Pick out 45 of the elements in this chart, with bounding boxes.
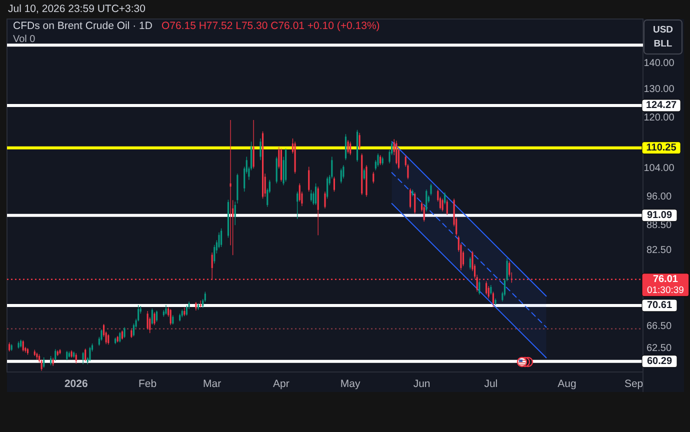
candlestick <box>200 300 202 308</box>
candlestick <box>252 120 254 168</box>
candlestick <box>59 349 61 354</box>
candlestick <box>260 138 262 160</box>
x-tick-label: Feb <box>138 378 157 390</box>
ref-line-label: 91.09 <box>646 210 672 221</box>
candlestick <box>124 327 126 338</box>
text: Jul 10, 2026 23:59 UTC+3:30 <box>8 3 146 15</box>
x-tick-label: Aug <box>558 378 576 390</box>
x-tick-label: Jun <box>413 378 430 390</box>
ref-line-label: 70.61 <box>646 300 672 311</box>
candlestick <box>324 192 326 208</box>
candlestick <box>154 312 156 326</box>
candlestick <box>494 298 496 305</box>
ref-line-label: 60.29 <box>646 356 672 367</box>
candlestick <box>430 184 432 196</box>
y-tick-label: 88.50 <box>646 220 672 232</box>
x-tick-label: May <box>340 378 362 390</box>
candlestick <box>377 154 379 167</box>
ref-line-label: 76.01 01:30:39 <box>646 274 684 296</box>
candlestick <box>442 198 444 212</box>
y-tick-label: 104.00 <box>644 162 675 174</box>
ref-line-label: 124.27 <box>646 100 678 112</box>
y-tick-label: 120.00 <box>644 112 675 124</box>
chart-subtitle: O76.15 H77.52 L75.30 C76.01 +0.10 (+0.13%) <box>161 20 380 32</box>
ref-line-label: 110.25 <box>646 142 677 154</box>
y-tick-label: 96.00 <box>646 191 672 202</box>
x-tick-label: Jul <box>484 378 498 390</box>
candlestick <box>165 305 167 315</box>
y-tick-label: 130.00 <box>644 84 675 96</box>
x-tick-label: Apr <box>273 378 290 390</box>
candlestick <box>366 165 368 197</box>
candlestick <box>70 350 72 358</box>
y-tick-label: 62.50 <box>646 343 672 354</box>
y-tick-label: 66.50 <box>646 321 672 332</box>
x-tick-label: Mar <box>203 378 222 390</box>
y-tick-label: 140.00 <box>644 58 675 69</box>
x-tick-label: Sep <box>624 378 644 390</box>
chart-title: CFDs on Brent Crude Oil · 1D <box>13 20 153 32</box>
annotation: Vol 0 <box>13 34 36 45</box>
candlestick <box>184 308 186 316</box>
y-axis-title: USD BLL <box>652 24 674 50</box>
x-tick-label: 2026 <box>64 378 88 390</box>
y-tick-label: 82.50 <box>646 244 672 256</box>
candlestick <box>18 341 20 349</box>
